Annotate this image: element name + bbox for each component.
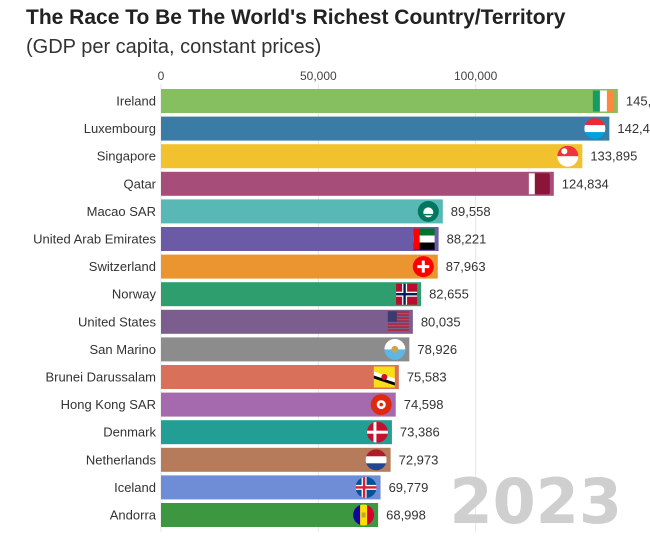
category-label: Denmark <box>103 425 156 440</box>
value-label: 72,973 <box>399 452 439 467</box>
iceland-flag-icon <box>355 476 377 498</box>
value-label: 88,221 <box>447 232 487 247</box>
bar-row: Brunei Darussalam 75,583 <box>45 365 447 389</box>
bar <box>161 447 391 472</box>
bar <box>161 475 381 500</box>
bar <box>161 337 410 362</box>
category-label: Brunei Darussalam <box>45 370 156 385</box>
value-label: 80,035 <box>421 314 461 329</box>
bar <box>161 171 554 196</box>
bar <box>161 116 610 141</box>
value-label: 82,655 <box>429 287 469 302</box>
category-label: Netherlands <box>86 452 157 467</box>
bar-row: Denmark 73,386 <box>103 420 440 445</box>
brunei-flag-icon <box>373 366 395 388</box>
bar <box>161 392 396 417</box>
value-label: 145,196 <box>626 94 650 109</box>
bar-row: Hong Kong SAR 74,598 <box>61 392 444 417</box>
chart-subtitle: (GDP per capita, constant prices) <box>26 36 322 58</box>
andorra-flag-icon <box>353 504 375 526</box>
x-tick-label: 100,000 <box>454 69 498 83</box>
category-label: Singapore <box>97 149 156 164</box>
bar-row: United States 80,035 <box>78 309 461 334</box>
san-marino-flag-icon <box>384 338 406 360</box>
norway-flag-icon <box>396 283 418 305</box>
bar <box>161 227 439 251</box>
value-label: 87,963 <box>446 259 486 274</box>
denmark-flag-icon <box>366 421 388 443</box>
category-label: Norway <box>112 287 157 302</box>
netherlands-flag-icon <box>365 449 387 471</box>
category-label: Iceland <box>114 480 156 495</box>
bar-row: United Arab Emirates 88,221 <box>33 227 486 251</box>
bar <box>161 282 422 307</box>
value-label: 78,926 <box>417 342 457 357</box>
bar-row: Luxembourg 142,490 <box>84 116 650 141</box>
value-label: 73,386 <box>400 425 440 440</box>
bar <box>161 309 413 334</box>
bar <box>161 420 392 445</box>
bar <box>161 199 443 224</box>
bar-row: Switzerland 87,963 <box>89 254 486 279</box>
bar <box>161 254 438 279</box>
bar <box>161 144 583 169</box>
bar <box>161 503 379 527</box>
value-label: 142,490 <box>617 121 650 136</box>
bar <box>161 365 399 389</box>
qatar-flag-icon <box>528 173 550 195</box>
bar-row: Macao SAR 89,558 <box>87 199 491 224</box>
bar-row: Andorra 68,998 <box>110 503 426 527</box>
switzerland-flag-icon <box>412 256 434 278</box>
luxembourg-flag-icon <box>584 118 606 140</box>
bar <box>161 89 618 113</box>
bar-row: Norway 82,655 <box>112 282 469 307</box>
bar-row: Qatar 124,834 <box>123 171 609 196</box>
bar-row: Ireland 145,196 <box>116 89 650 113</box>
value-label: 68,998 <box>386 508 426 523</box>
bar-row: Singapore 133,895 <box>97 144 637 169</box>
usa-flag-icon <box>387 311 409 331</box>
ireland-flag-icon <box>592 90 615 112</box>
category-label: Ireland <box>116 94 156 109</box>
value-label: 69,779 <box>389 480 429 495</box>
year-label: 2023 <box>449 465 622 538</box>
category-label: Qatar <box>123 176 156 191</box>
category-label: United Arab Emirates <box>33 232 156 247</box>
x-tick-label: 50,000 <box>300 69 337 83</box>
value-label: 75,583 <box>407 370 447 385</box>
category-label: San Marino <box>90 342 156 357</box>
x-tick-label: 0 <box>158 69 165 83</box>
value-label: 133,895 <box>590 149 637 164</box>
category-label: Macao SAR <box>87 204 156 219</box>
uae-flag-icon <box>413 228 435 250</box>
bar-row: San Marino 78,926 <box>90 337 457 362</box>
value-label: 89,558 <box>451 204 491 219</box>
category-label: Luxembourg <box>84 121 156 136</box>
bar-row: Iceland 69,779 <box>114 475 429 500</box>
macao-flag-icon <box>417 200 439 222</box>
bar-row: Netherlands 72,973 <box>86 447 439 472</box>
value-label: 124,834 <box>562 176 609 191</box>
category-label: Hong Kong SAR <box>61 397 156 412</box>
chart-title: The Race To Be The World's Richest Count… <box>26 6 566 29</box>
value-label: 74,598 <box>404 397 444 412</box>
category-label: United States <box>78 314 157 329</box>
category-label: Andorra <box>110 508 157 523</box>
category-label: Switzerland <box>89 259 156 274</box>
hong-kong-flag-icon <box>370 394 392 416</box>
singapore-flag-icon <box>557 145 579 167</box>
